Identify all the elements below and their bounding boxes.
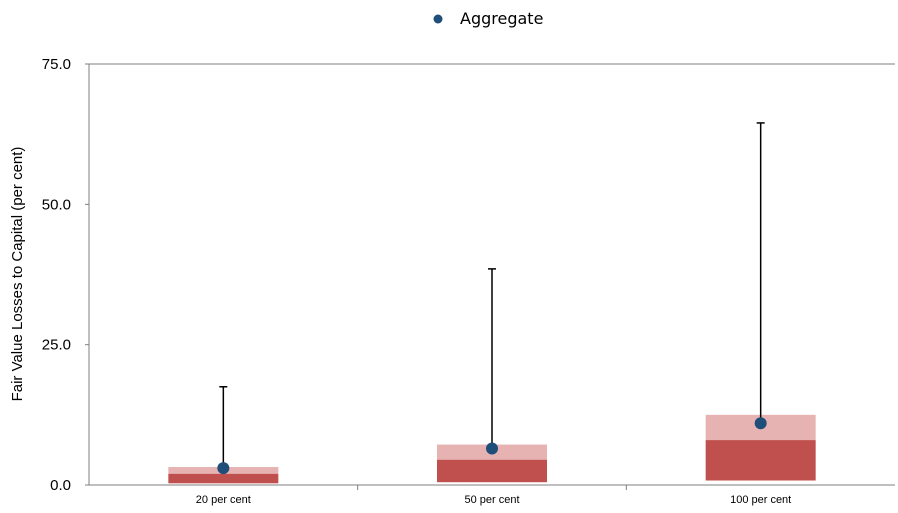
y-tick-label: 25.0 — [42, 337, 71, 354]
x-tick-label: 20 per cent — [196, 494, 251, 506]
box-lower-segment — [705, 440, 816, 481]
y-tick-labels: 0.0 25.0 50.0 75.0 — [42, 56, 89, 494]
legend: Aggregate — [433, 9, 543, 28]
y-tick-label: 75.0 — [42, 56, 71, 73]
legend-label-aggregate: Aggregate — [460, 9, 543, 28]
aggregate-point — [754, 417, 767, 430]
x-tick-label: 100 per cent — [730, 494, 791, 506]
x-tick-label: 50 per cent — [464, 494, 519, 506]
legend-marker-aggregate — [433, 14, 443, 24]
aggregate-point — [486, 442, 498, 455]
x-tick-labels: 20 per cent 50 per cent 100 per cent — [196, 485, 791, 506]
y-tick-label: 0.0 — [50, 477, 71, 494]
y-tick-label: 50.0 — [42, 196, 71, 213]
box-lower-segment — [437, 459, 547, 483]
plot-area — [168, 122, 816, 484]
box-lower-segment — [168, 473, 279, 484]
y-axis-title: Fair Value Losses to Capital (per cent) — [9, 147, 26, 402]
aggregate-point — [217, 462, 230, 475]
